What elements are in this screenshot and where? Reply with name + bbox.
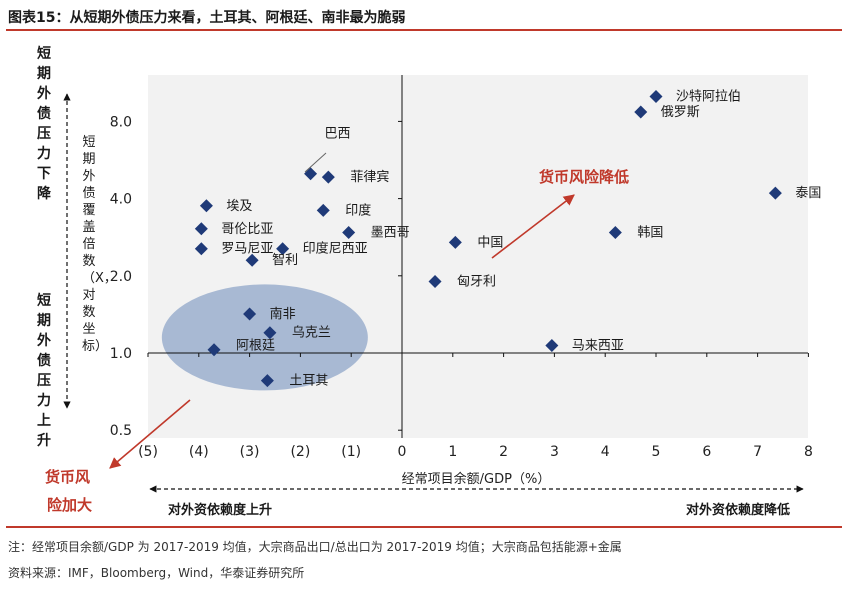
data-point-marker [649,90,663,104]
data-point-label: 罗马尼亚 [221,242,273,257]
data-point-marker [428,275,442,289]
x-tick-label: (2) [290,444,310,460]
data-point-label: 泰国 [795,186,821,201]
x-tick-label: 1 [448,444,457,460]
risk-up-arrow [109,399,191,469]
risk-up-label-line2: 险加大 [47,496,92,514]
data-point-marker [199,199,213,213]
y-tick-label: 2.0 [110,269,132,285]
data-point-marker [321,170,335,184]
title-rule [6,29,842,31]
data-point-marker [608,226,622,240]
vulnerable-ellipse [161,284,368,391]
arrow-left-label: 对外资依赖度上升 [168,502,272,518]
data-point-label: 匈牙利 [457,275,496,290]
risk-down-arrow [491,194,575,259]
data-point-marker [260,374,274,388]
data-point-label: 巴西 [325,127,351,142]
data-point-marker [207,343,221,357]
data-point-label: 印度尼西亚 [303,241,368,257]
data-point-marker [245,253,259,267]
data-point-marker [634,105,648,119]
data-point-label: 哥伦比亚 [221,222,273,237]
x-tick-label: 8 [804,444,813,460]
x-tick-label: 7 [753,444,762,460]
x-tick-label: 0 [398,444,407,460]
data-point-label: 韩国 [637,226,663,241]
x-tick-label: (3) [240,444,260,460]
data-point-marker [768,186,782,200]
x-tick-label: 3 [550,444,559,460]
chart-title: 图表15：从短期外债压力来看，土耳其、阿根廷、南非最为脆弱 [8,10,406,26]
bottom-rule [6,526,842,528]
x-tick-label: (5) [138,444,158,460]
y-tick-label: 8.0 [110,114,132,130]
data-point-marker [243,307,257,321]
source-note: 资料来源：IMF，Bloomberg，Wind，华泰证券研究所 [8,566,305,580]
y-tick-label: 4.0 [110,192,132,208]
data-point-label: 马来西亚 [572,338,624,353]
x-axis-label: 经常项目余额/GDP（%） [402,471,551,487]
risk-up-label-line1: 货币风 [45,468,90,486]
left-label-bottom: 短期外债压力上升 [37,293,51,449]
data-point-marker [342,226,356,240]
footnote: 注：经常项目余额/GDP 为 2017-2019 均值，大宗商品出口/总出口为 … [8,540,622,554]
left-label-top: 短期外债压力下降 [37,46,51,202]
data-point-label: 阿根廷 [236,339,275,354]
data-point-marker [194,222,208,236]
data-point-marker [276,242,290,256]
data-point-label: 埃及 [226,199,252,214]
data-point-marker [448,235,462,249]
data-point-label: 菲律宾 [350,169,389,185]
risk-down-label: 货币风险降低 [539,168,629,186]
x-tick-label: (1) [341,444,361,460]
data-point-label: 智利 [272,253,298,268]
x-tick-label: 6 [702,444,711,460]
data-point-marker [194,242,208,256]
data-point-label: 沙特阿拉伯 [676,90,741,105]
x-tick-label: 2 [499,444,508,460]
x-tick-label: 4 [601,444,610,460]
x-tick-label: (4) [189,444,209,460]
data-point-label: 墨西哥 [371,226,410,241]
arrow-right-label: 对外资依赖度降低 [686,502,790,518]
data-point-label: 俄罗斯 [661,105,700,120]
data-point-label: 印度 [345,202,371,218]
brazil-leader-line [304,152,327,173]
data-point-label: 中国 [477,235,503,250]
data-point-marker [316,203,330,217]
data-point-label: 南非 [270,306,296,322]
y-tick-label: 1.0 [110,346,132,362]
data-point-label: 土耳其 [289,374,328,389]
data-point-marker [263,326,277,340]
data-point-marker [545,338,559,352]
y-tick-label: 0.5 [110,423,132,439]
x-tick-label: 5 [652,444,661,460]
data-point-label: 乌克兰 [292,325,331,341]
